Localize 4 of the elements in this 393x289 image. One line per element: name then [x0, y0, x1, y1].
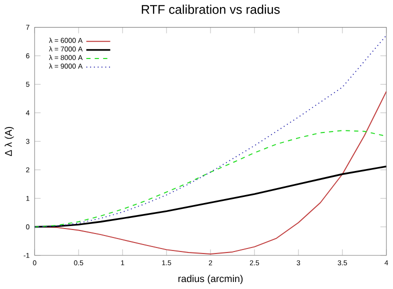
y-axis-title: Δ λ (A) — [4, 127, 14, 156]
line-series — [34, 34, 386, 228]
chart-title: RTF calibration vs radius — [142, 4, 280, 14]
x-axis-title: radius (arcmin) — [178, 275, 243, 284]
